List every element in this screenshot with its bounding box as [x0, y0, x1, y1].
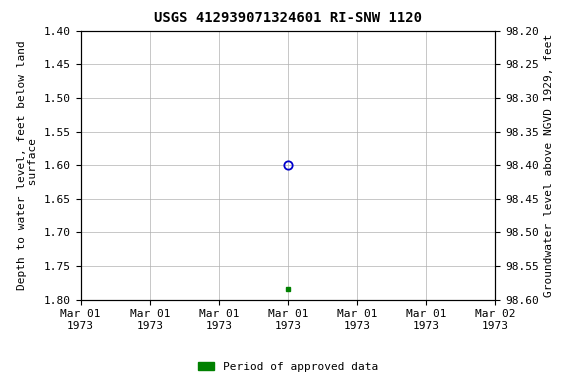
Y-axis label: Groundwater level above NGVD 1929, feet: Groundwater level above NGVD 1929, feet: [544, 33, 554, 297]
Y-axis label: Depth to water level, feet below land
 surface: Depth to water level, feet below land su…: [17, 40, 39, 290]
Title: USGS 412939071324601 RI-SNW 1120: USGS 412939071324601 RI-SNW 1120: [154, 12, 422, 25]
Legend: Period of approved data: Period of approved data: [193, 358, 383, 377]
